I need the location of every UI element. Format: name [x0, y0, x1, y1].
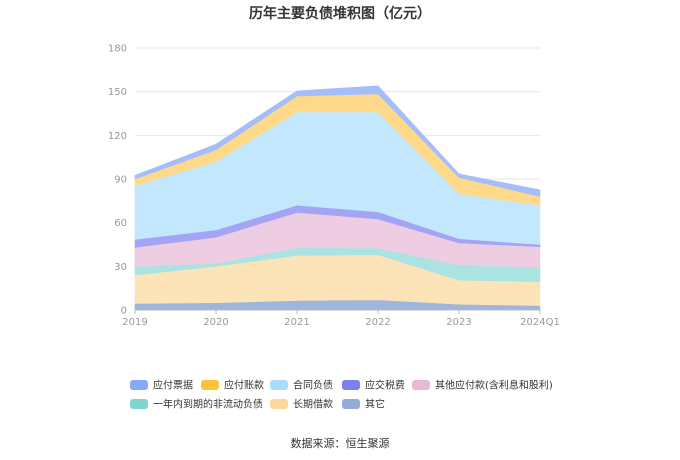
legend-item[interactable]: 其他应付款(含利息和股利) — [412, 379, 553, 392]
legend-label: 应付票据 — [153, 379, 193, 392]
legend-label: 长期借款 — [293, 398, 333, 411]
y-axis-ticks: 0 30 60 90 120 150 180 — [108, 44, 127, 317]
y-tick-label: 30 — [114, 262, 127, 273]
legend: 应付票据 应付账款 合同负债 应交税费 其他应付款(含利息和股利) 一年内到期的非流动负债… — [130, 379, 553, 411]
legend-label: 应交税费 — [365, 379, 405, 392]
legend-swatch — [130, 380, 148, 390]
area-series-7 — [134, 85, 541, 197]
x-tick-label: 2024Q1 — [520, 317, 560, 328]
legend-label: 其它 — [365, 398, 385, 411]
x-axis: 2019 2020 2021 2022 2023 2024Q1 — [122, 309, 560, 328]
legend-item[interactable]: 一年内到期的非流动负债 — [130, 398, 263, 411]
data-source: 数据来源：恒生聚源 — [291, 436, 390, 450]
legend-swatch — [130, 399, 148, 409]
y-tick-label: 150 — [108, 87, 127, 98]
legend-swatch — [270, 399, 288, 409]
x-tick-label: 2023 — [446, 317, 471, 328]
legend-swatch — [201, 380, 219, 390]
legend-item[interactable]: 应付账款 — [201, 379, 264, 392]
chart-title: 历年主要负债堆积图（亿元） — [249, 5, 431, 22]
area-series — [134, 85, 541, 311]
legend-item[interactable]: 长期借款 — [270, 398, 333, 411]
legend-swatch — [412, 380, 430, 390]
legend-label: 其他应付款(含利息和股利) — [435, 379, 553, 392]
legend-label: 应付账款 — [224, 379, 264, 392]
legend-swatch — [270, 380, 288, 390]
x-tick-label: 2021 — [284, 317, 309, 328]
y-tick-label: 90 — [114, 175, 127, 186]
legend-label: 一年内到期的非流动负债 — [153, 398, 263, 411]
y-tick-label: 180 — [108, 44, 127, 55]
legend-label: 合同负债 — [293, 379, 333, 392]
legend-swatch — [342, 380, 360, 390]
legend-swatch — [342, 399, 360, 409]
legend-item[interactable]: 应付票据 — [130, 379, 193, 392]
y-tick-label: 0 — [121, 306, 127, 317]
x-tick-label: 2019 — [122, 317, 147, 328]
x-tick-label: 2022 — [365, 317, 390, 328]
x-tick-label: 2020 — [203, 317, 228, 328]
y-tick-label: 60 — [114, 218, 127, 229]
legend-item[interactable]: 合同负债 — [270, 379, 333, 392]
legend-item[interactable]: 应交税费 — [342, 379, 405, 392]
legend-item[interactable]: 其它 — [342, 398, 385, 411]
y-tick-label: 120 — [108, 131, 127, 142]
